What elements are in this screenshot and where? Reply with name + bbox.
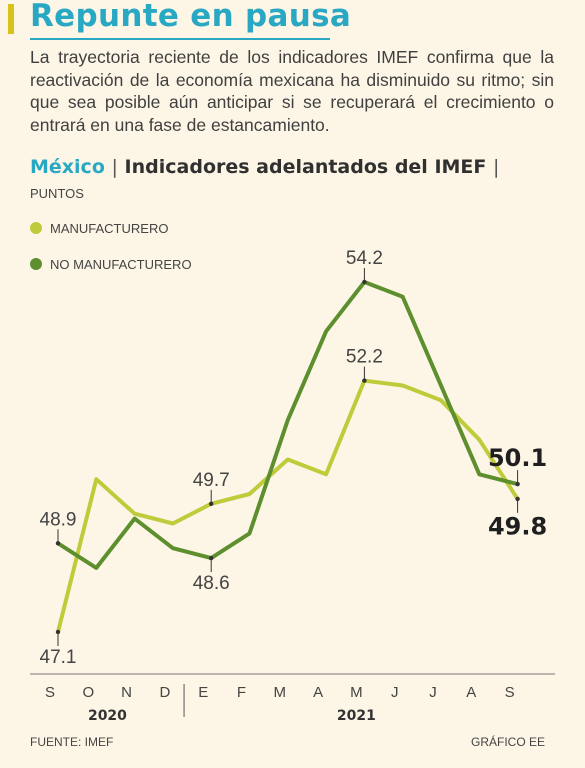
- headline-underline: [30, 38, 330, 40]
- x-tick-label-3: D: [159, 684, 170, 701]
- headline: Repunte en pausa: [30, 0, 352, 34]
- point-no-manufacturero-1: [94, 566, 98, 570]
- legend-item-no-manufacturero: NO MANUFACTURERO: [30, 254, 192, 274]
- annotation-dot-4: [362, 378, 367, 383]
- point-no-manufacturero-9: [401, 295, 405, 299]
- point-no-manufacturero-3: [171, 546, 175, 550]
- legend-label-no-manufacturero: NO MANUFACTURERO: [50, 256, 192, 272]
- annotation-dot-0: [55, 629, 61, 635]
- point-no-manufacturero-2: [133, 517, 137, 521]
- x-tick-label-10: J: [429, 684, 437, 701]
- annotation-dot-3: [209, 555, 214, 561]
- data-label-7: 49.8: [488, 512, 547, 540]
- series-line-no-manufacturero: [56, 280, 520, 570]
- legend-swatch-no-manufacturero: [30, 258, 42, 270]
- annotation-dot-6: [515, 481, 520, 487]
- x-tick-label-11: A: [466, 684, 476, 701]
- point-manufacturero-2: [133, 512, 137, 516]
- data-label-0: 47.1: [40, 647, 77, 668]
- x-tick-label-8: M: [350, 684, 363, 701]
- annotation-dot-1: [55, 541, 61, 546]
- x-tick-label-6: M: [274, 684, 287, 701]
- line-chart: 47.1 48.9 49.7 48.6 52.2 54.2 50.1 49.8 S O N D E F M A…: [30, 248, 555, 724]
- point-manufacturero-10: [439, 398, 443, 402]
- x-tick-label-12: S: [505, 684, 515, 701]
- year-label-2020: 2020: [88, 708, 127, 724]
- annotation-dot-2: [209, 501, 214, 507]
- point-no-manufacturero-7: [324, 329, 328, 333]
- chart-legend: MANUFACTURERO NO MANUFACTURERO: [30, 218, 192, 290]
- x-tick-label-0: S: [45, 684, 55, 701]
- legend-label-manufacturero: MANUFACTURERO: [50, 220, 169, 236]
- point-no-manufacturero-5: [248, 531, 252, 535]
- chart-country: México: [30, 156, 105, 178]
- year-label-2021: 2021: [337, 708, 376, 724]
- data-label-6: 50.1: [488, 444, 547, 472]
- x-tick-label-2: N: [121, 684, 132, 701]
- point-manufacturero-5: [248, 492, 252, 496]
- point-manufacturero-3: [171, 522, 175, 526]
- data-label-1: 48.9: [40, 509, 77, 530]
- x-tick-label-4: E: [198, 684, 208, 701]
- chart-heading-separator-end: |: [493, 156, 500, 178]
- point-no-manufacturero-6: [286, 418, 290, 422]
- data-label-4: 52.2: [346, 347, 383, 368]
- headline-accent-bar: [8, 4, 14, 34]
- x-tick-label-5: F: [237, 684, 246, 701]
- x-tick-label-1: O: [82, 684, 94, 701]
- point-manufacturero-7: [324, 472, 328, 476]
- series-line-manufacturero: [56, 378, 520, 634]
- point-manufacturero-9: [401, 384, 405, 388]
- point-manufacturero-6: [286, 457, 290, 461]
- annotation-dot-5: [362, 279, 367, 285]
- chart-heading: México | Indicadores adelantados del IME…: [30, 156, 499, 178]
- x-tick-label-7: A: [313, 684, 323, 701]
- y-units-label: PUNTOS: [30, 186, 84, 201]
- x-tick-label-9: J: [391, 684, 399, 701]
- chart-title: Indicadores adelantados del IMEF: [124, 156, 487, 178]
- data-label-2: 49.7: [193, 470, 230, 491]
- point-manufacturero-1: [94, 477, 98, 481]
- annotation-dot-7: [515, 496, 520, 502]
- legend-swatch-manufacturero: [30, 222, 42, 234]
- point-manufacturero-11: [477, 438, 481, 442]
- point-no-manufacturero-10: [439, 384, 443, 388]
- data-label-5: 54.2: [346, 248, 383, 269]
- legend-item-manufacturero: MANUFACTURERO: [30, 218, 192, 238]
- intro-paragraph: La trayectoria reciente de los indicador…: [30, 47, 554, 135]
- data-label-3: 48.6: [193, 573, 230, 594]
- point-no-manufacturero-11: [477, 472, 481, 476]
- chart-heading-separator: |: [111, 156, 118, 178]
- source-note: FUENTE: IMEF: [30, 735, 114, 749]
- graphic-credit: GRÁFICO EE: [470, 735, 545, 749]
